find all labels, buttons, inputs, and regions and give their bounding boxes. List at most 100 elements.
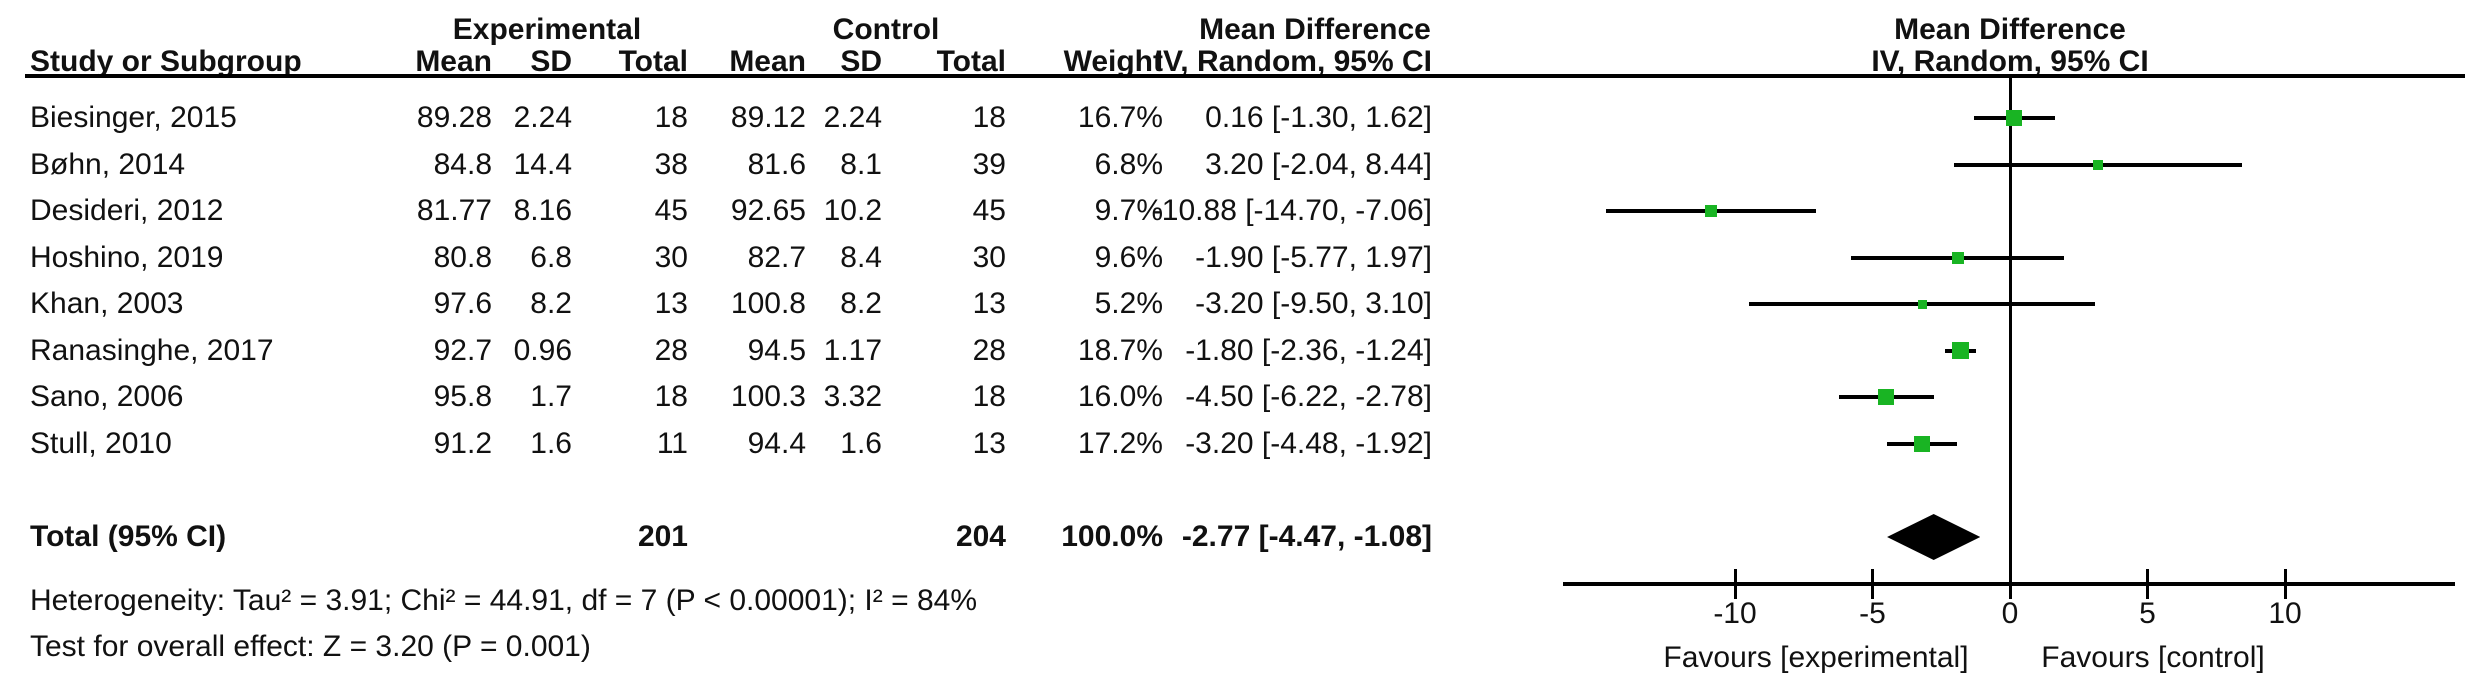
ci-text-cell: -3.20 [-9.50, 3.10] <box>1195 287 1432 320</box>
ctl-mean-cell: 100.3 <box>730 380 806 413</box>
ci-text-cell: -1.80 [-2.36, -1.24] <box>1185 333 1432 367</box>
weight-cell: 18.7% <box>1077 333 1163 367</box>
exp-mean-cell: 92.7 <box>433 333 492 367</box>
ctl-sd-cell: 8.2 <box>840 287 882 320</box>
ctl-sd-cell: 2.24 <box>823 101 882 134</box>
header-method-ci-right: IV, Random, 95% CI <box>1871 45 2149 78</box>
exp-total-cell: 13 <box>654 287 688 320</box>
exp-mean-cell: 91.2 <box>433 426 492 460</box>
ci-text-cell: -10.88 [-14.70, -7.06] <box>1151 194 1432 227</box>
ctl-mean-cell: 81.6 <box>747 147 806 181</box>
ctl-total-cell: 13 <box>972 287 1006 320</box>
exp-mean-cell: 84.8 <box>433 147 492 181</box>
exp-mean-cell: 97.6 <box>433 287 492 320</box>
axis-tick <box>2283 569 2287 599</box>
effect-marker <box>1952 342 1969 359</box>
ctl-sd-cell: 8.4 <box>840 240 882 274</box>
weight-cell: 5.2% <box>1094 287 1163 320</box>
exp-total-cell: 45 <box>654 194 688 227</box>
exp-sd-cell: 1.7 <box>530 380 572 413</box>
ctl-total-cell: 30 <box>972 240 1006 274</box>
header-study-or-subgroup: Study or Subgroup <box>30 45 302 78</box>
exp-mean-cell: 89.28 <box>416 101 492 134</box>
tick-label: 5 <box>2139 597 2156 630</box>
ctl-mean-cell: 92.65 <box>730 194 806 227</box>
header-exp-sd: SD <box>530 45 572 78</box>
weight-cell: 16.7% <box>1077 101 1163 134</box>
study-name: Desideri, 2012 <box>30 194 224 227</box>
summary-diamond <box>1887 514 1981 560</box>
ctl-sd-cell: 1.17 <box>823 333 882 367</box>
exp-total-cell: 18 <box>654 380 688 413</box>
header-underline <box>25 74 2465 78</box>
ctl-mean-cell: 89.12 <box>730 101 806 134</box>
header-group-experimental: Experimental <box>452 13 642 46</box>
ctl-total-cell: 39 <box>972 147 1006 181</box>
weight-cell: 16.0% <box>1077 380 1163 413</box>
ctl-total-cell: 18 <box>972 380 1006 413</box>
exp-mean-cell: 81.77 <box>416 194 492 227</box>
ci-text-cell: 3.20 [-2.04, 8.44] <box>1205 147 1432 181</box>
ctl-mean-cell: 100.8 <box>730 287 806 320</box>
study-name: Stull, 2010 <box>30 426 172 460</box>
heterogeneity-text: Heterogeneity: Tau² = 3.91; Chi² = 44.91… <box>30 584 977 617</box>
exp-sd-cell: 6.8 <box>530 240 572 274</box>
weight-cell: 6.8% <box>1094 147 1163 181</box>
exp-sd-cell: 14.4 <box>513 147 572 181</box>
ctl-mean-cell: 94.4 <box>747 426 806 460</box>
total-exp-n: 201 <box>637 520 688 553</box>
exp-total-cell: 18 <box>654 101 688 134</box>
ctl-sd-cell: 8.1 <box>840 147 882 181</box>
exp-sd-cell: 1.6 <box>530 426 572 460</box>
ctl-total-cell: 13 <box>972 426 1006 460</box>
exp-mean-cell: 95.8 <box>433 380 492 413</box>
study-name: Biesinger, 2015 <box>30 101 237 134</box>
exp-total-cell: 30 <box>654 240 688 274</box>
ctl-mean-cell: 82.7 <box>747 240 806 274</box>
axis-tick <box>1871 569 1874 599</box>
study-name: Sano, 2006 <box>30 380 184 413</box>
ctl-total-cell: 45 <box>972 194 1006 227</box>
axis-tick <box>2008 569 2012 599</box>
ctl-sd-cell: 10.2 <box>823 194 882 227</box>
study-name: Hoshino, 2019 <box>30 240 224 274</box>
header-group-control: Control <box>832 13 940 46</box>
favours-experimental-label: Favours [experimental] <box>1663 641 1969 674</box>
tick-label: 10 <box>2268 597 2302 630</box>
header-ctl-total: Total <box>936 45 1006 78</box>
tick-label: -10 <box>1713 597 1757 630</box>
overall-effect-text: Test for overall effect: Z = 3.20 (P = 0… <box>30 630 591 663</box>
ctl-sd-cell: 1.6 <box>840 426 882 460</box>
ctl-sd-cell: 3.32 <box>823 380 882 413</box>
weight-cell: 9.6% <box>1094 240 1163 274</box>
exp-sd-cell: 0.96 <box>513 333 572 367</box>
ctl-mean-cell: 94.5 <box>747 333 806 367</box>
axis-tick <box>2146 569 2149 599</box>
exp-total-cell: 28 <box>654 333 688 367</box>
header-mean-difference-left: Mean Difference <box>1199 13 1431 46</box>
header-mean-difference-right: Mean Difference <box>1894 13 2126 46</box>
header-ctl-mean: Mean <box>729 45 806 78</box>
effect-marker <box>1917 299 1927 309</box>
tick-label: 0 <box>2001 597 2019 630</box>
total-ci-text: -2.77 [-4.47, -1.08] <box>1181 520 1432 553</box>
exp-sd-cell: 8.2 <box>530 287 572 320</box>
exp-sd-cell: 2.24 <box>513 101 572 134</box>
effect-marker <box>1951 251 1964 264</box>
ci-text-cell: -1.90 [-5.77, 1.97] <box>1195 240 1432 274</box>
axis-tick <box>1733 569 1737 599</box>
study-name: Khan, 2003 <box>30 287 184 320</box>
effect-marker <box>1878 389 1895 405</box>
weight-cell: 17.2% <box>1077 426 1163 460</box>
study-name: Ranasinghe, 2017 <box>30 333 274 367</box>
header-ctl-sd: SD <box>840 45 882 78</box>
ctl-total-cell: 18 <box>972 101 1006 134</box>
ci-text-cell: 0.16 [-1.30, 1.62] <box>1205 101 1432 134</box>
header-weight: Weight <box>1063 45 1163 78</box>
exp-sd-cell: 8.16 <box>513 194 572 227</box>
ctl-total-cell: 28 <box>972 333 1006 367</box>
zero-line <box>2008 76 2012 584</box>
exp-total-cell: 38 <box>654 147 688 181</box>
ci-text-cell: -4.50 [-6.22, -2.78] <box>1185 380 1432 413</box>
header-method-ci-left: IV, Random, 95% CI <box>1154 45 1432 78</box>
